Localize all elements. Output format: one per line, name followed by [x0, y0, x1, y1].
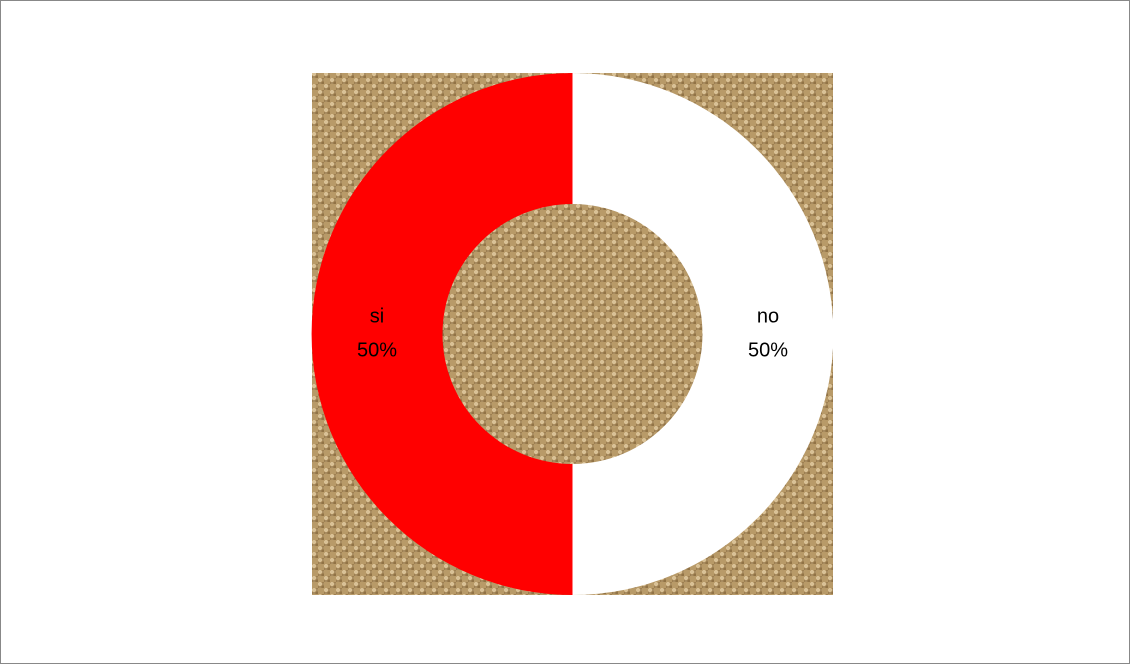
slice-category-label: si: [370, 305, 384, 327]
slice: [572, 73, 834, 595]
slice-value-label: 50%: [748, 339, 788, 361]
slice-value-label: 50%: [357, 339, 397, 361]
slice: [311, 73, 573, 595]
slice-category-label: no: [757, 305, 779, 327]
